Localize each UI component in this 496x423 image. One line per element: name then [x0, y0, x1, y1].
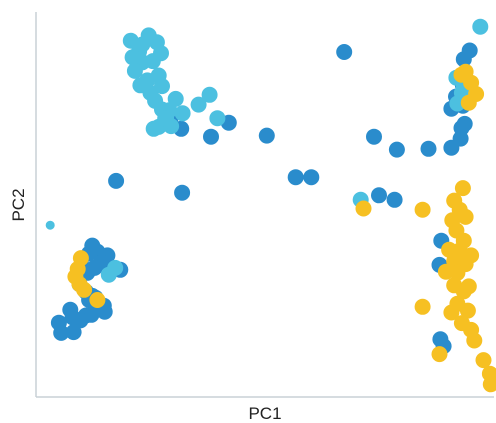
scatter-point [258, 127, 275, 144]
scatter-point [443, 139, 460, 156]
plot-area [35, 12, 496, 398]
scatter-point [482, 376, 496, 393]
scatter-point [472, 18, 489, 35]
scatter-point [453, 66, 470, 83]
scatter-point [167, 90, 184, 107]
scatter-point [45, 220, 55, 230]
scatter-point [371, 187, 387, 204]
scatter-point [96, 303, 113, 320]
scatter-point [76, 281, 93, 298]
scatter-point [366, 128, 382, 145]
scatter-point [449, 95, 466, 112]
y-axis-label: PC2 [9, 188, 28, 221]
scatter-point [190, 96, 207, 113]
scatter-point [460, 94, 477, 111]
scatter-point [145, 120, 162, 137]
scatter-point [386, 191, 403, 208]
scatter-point [355, 200, 372, 217]
scatter-point [154, 78, 170, 95]
scatter-point [64, 309, 81, 326]
scatter-point [174, 184, 191, 201]
scatter-point [414, 201, 431, 218]
scatter-point [443, 304, 460, 321]
scatter-point [108, 172, 125, 189]
scatter-point [454, 180, 471, 197]
scatter-point [100, 266, 117, 283]
scatter-point [449, 264, 466, 281]
scatter-point [431, 346, 448, 363]
scatter-point [460, 278, 477, 295]
scatter-point [65, 324, 82, 341]
scatter-point [157, 110, 174, 127]
scatter-point [461, 42, 478, 59]
scatter-point [388, 141, 405, 158]
scatter-point [336, 44, 353, 60]
data-points [45, 18, 496, 393]
scatter-point [287, 169, 304, 186]
scatter-point [437, 263, 454, 280]
scatter-point [463, 247, 480, 264]
scatter-point [53, 324, 70, 341]
scatter-point [466, 332, 483, 349]
scatter-point [475, 352, 492, 369]
scatter-point [124, 49, 141, 66]
scatter-point [89, 292, 106, 308]
scatter-point [457, 208, 474, 225]
scatter-point [174, 105, 191, 122]
scatter-point [209, 110, 226, 127]
scatter-point [303, 169, 320, 186]
scatter-point [201, 86, 218, 103]
scatter-point [420, 140, 437, 157]
scatter-point [132, 77, 149, 94]
scatter-point [414, 298, 431, 315]
scatter-point [203, 128, 219, 145]
scatter-point [459, 302, 476, 319]
x-axis-label: PC1 [248, 404, 281, 423]
scatter-point [126, 62, 143, 79]
